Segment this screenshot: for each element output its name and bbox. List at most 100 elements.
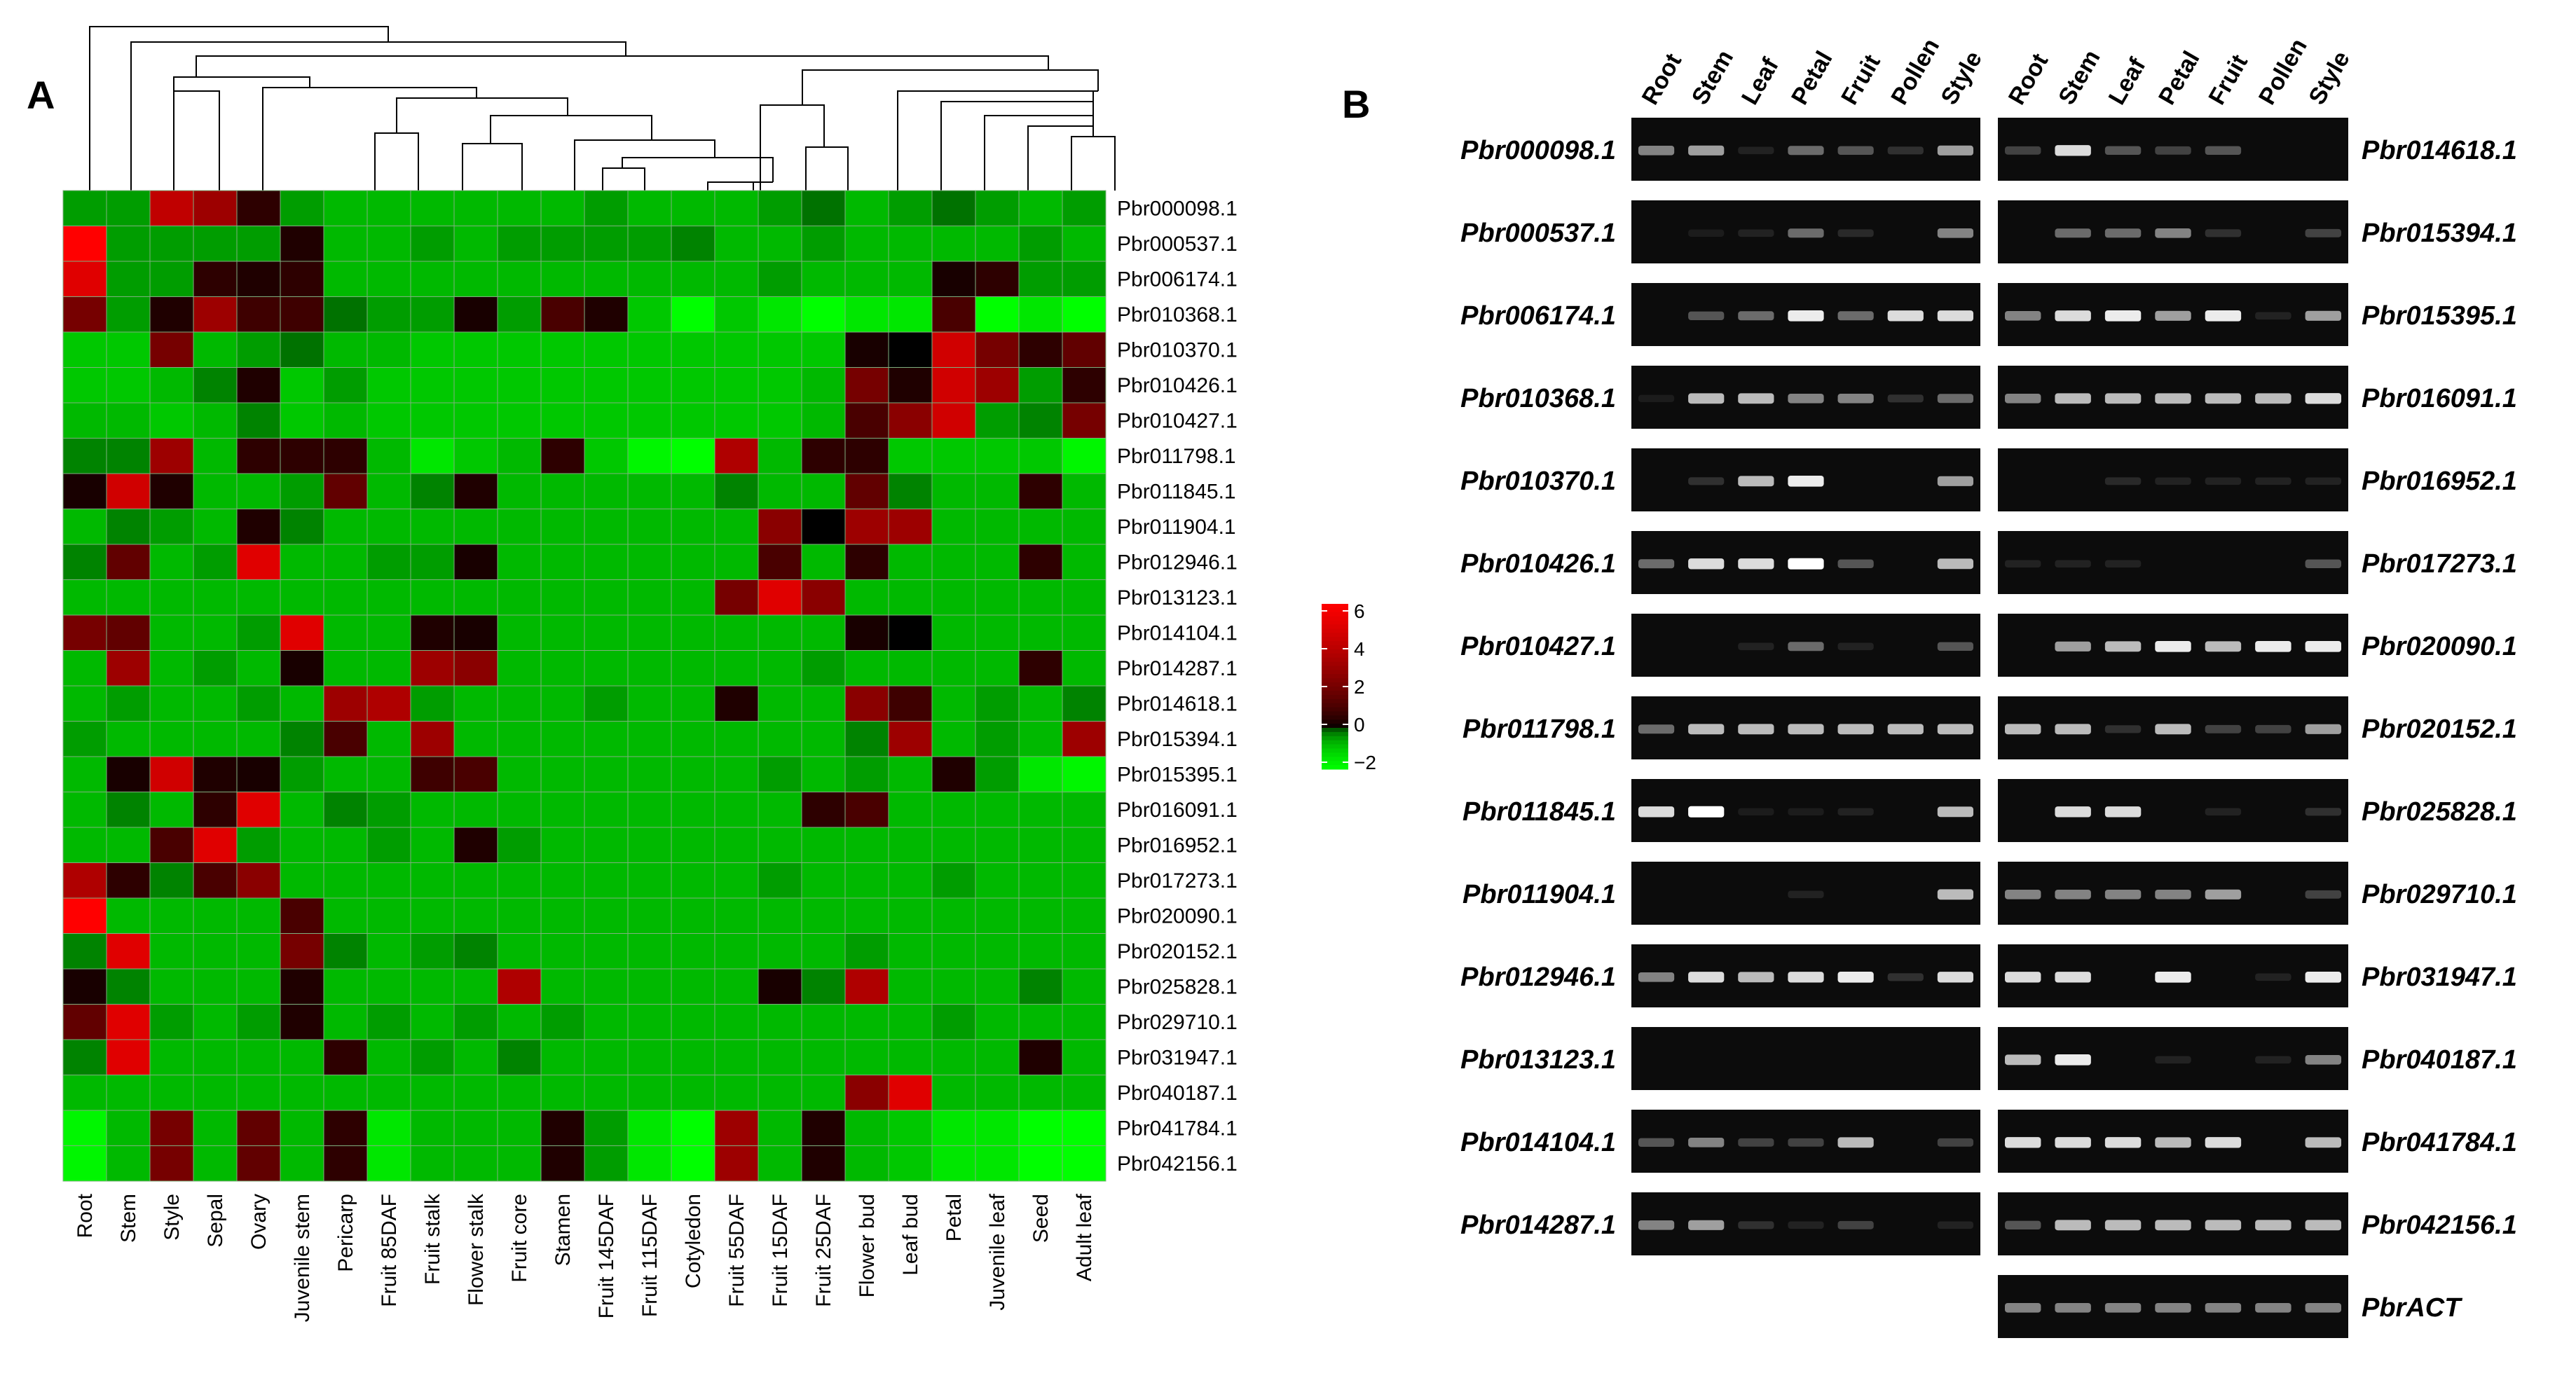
- heatmap-cell: [149, 1145, 194, 1182]
- heatmap-cell: [410, 685, 455, 722]
- heatmap-cell: [323, 1039, 368, 1075]
- heatmap-cell: [62, 968, 107, 1005]
- heatmap-cell: [931, 402, 976, 439]
- heatmap-cell: [497, 1145, 542, 1182]
- heatmap-cell: [453, 650, 498, 687]
- legend-gradient-step: [1322, 670, 1348, 675]
- row-label: Pbr010427.1: [1117, 409, 1238, 432]
- heatmap-cell: [714, 1110, 759, 1146]
- gel-strip: [1631, 448, 1980, 511]
- heatmap-cell: [758, 650, 802, 687]
- heatmap-cell: [671, 1110, 715, 1146]
- heatmap-cell: [801, 1075, 846, 1111]
- heatmap-cell: [1018, 614, 1063, 651]
- heatmap-cell: [280, 226, 324, 262]
- gel-strip: [1631, 118, 1980, 181]
- heatmap-cell: [236, 827, 281, 863]
- gel-band: [2055, 1220, 2091, 1231]
- heatmap-cell: [627, 402, 672, 439]
- heatmap-cell: [193, 685, 238, 722]
- heatmap-cell: [193, 473, 238, 509]
- heatmap-cell: [410, 1110, 455, 1146]
- legend-tick-label: −2: [1354, 752, 1376, 773]
- heatmap-cell: [627, 367, 672, 404]
- legend-gradient-step: [1322, 711, 1348, 716]
- heatmap-cell: [410, 367, 455, 404]
- heatmap-cell: [671, 190, 715, 226]
- heatmap-cell: [1062, 897, 1107, 934]
- heatmap-cell: [671, 509, 715, 545]
- heatmap-cell: [453, 226, 498, 262]
- heatmap-cell: [714, 331, 759, 368]
- gel-band: [2005, 724, 2041, 735]
- heatmap-cell: [931, 756, 976, 792]
- heatmap-cell: [410, 261, 455, 297]
- gel-band: [2305, 640, 2341, 652]
- heatmap-cell: [975, 1075, 1020, 1111]
- gel-band: [2104, 1220, 2142, 1231]
- heatmap-cell: [323, 473, 368, 509]
- heatmap-cell: [236, 367, 281, 404]
- row-label: Pbr017273.1: [1117, 869, 1238, 893]
- heatmap-cell: [62, 756, 107, 792]
- dendro-link: [622, 157, 715, 168]
- heatmap-cell: [410, 1039, 455, 1075]
- heatmap-cell: [106, 367, 151, 404]
- heatmap-cell: [323, 544, 368, 580]
- gel-background: [1631, 862, 1980, 925]
- heatmap-cell: [1062, 862, 1107, 899]
- heatmap-cell: [366, 721, 411, 757]
- heatmap-cell: [801, 721, 846, 757]
- lane-label: Style: [2303, 47, 2355, 109]
- heatmap-cell: [497, 579, 542, 616]
- heatmap-cell: [106, 756, 151, 792]
- heatmap-cell: [236, 1004, 281, 1040]
- heatmap-cell: [714, 226, 759, 262]
- heatmap-cell: [323, 331, 368, 368]
- heatmap-cell: [758, 756, 802, 792]
- heatmap-cell: [193, 331, 238, 368]
- heatmap-cell: [931, 968, 976, 1005]
- heatmap-cell: [366, 367, 411, 404]
- heatmap-cell: [62, 650, 107, 687]
- heatmap-cell: [844, 402, 889, 439]
- heatmap-cell: [149, 968, 194, 1005]
- column-label: Stamen: [551, 1194, 575, 1266]
- heatmap-cell: [280, 579, 324, 616]
- gel-band: [2104, 1303, 2142, 1313]
- heatmap-cell: [497, 190, 542, 226]
- heatmap-cell: [149, 897, 194, 934]
- heatmap-cell: [323, 579, 368, 616]
- heatmap-cell: [193, 862, 238, 899]
- dendro-link: [1048, 69, 1099, 91]
- heatmap-cell: [280, 862, 324, 899]
- heatmap-cell: [366, 650, 411, 687]
- gel-band: [2005, 146, 2041, 155]
- gene-label: Pbr015395.1: [2362, 301, 2517, 331]
- heatmap-cell: [193, 1004, 238, 1040]
- row-label: Pbr010370.1: [1117, 338, 1238, 361]
- heatmap-cell: [627, 685, 672, 722]
- heatmap-cell: [62, 933, 107, 970]
- heatmap-cell: [323, 402, 368, 439]
- gel-band: [1937, 1221, 1974, 1229]
- heatmap-cell: [888, 473, 933, 509]
- heatmap-cell: [801, 968, 846, 1005]
- legend-gradient-step: [1322, 765, 1348, 770]
- heatmap-cell: [975, 1145, 1020, 1182]
- heatmap-cell: [844, 614, 889, 651]
- gel-band: [2005, 890, 2041, 900]
- heatmap-cell: [410, 1145, 455, 1182]
- heatmap-cell: [931, 1039, 976, 1075]
- heatmap-cell: [540, 296, 585, 333]
- heatmap-cell: [236, 438, 281, 474]
- gel-band: [2255, 393, 2291, 404]
- column-label: Pericarp: [334, 1194, 357, 1272]
- heatmap-cell: [366, 933, 411, 970]
- heatmap-cell: [106, 650, 151, 687]
- heatmap-cell: [1018, 1075, 1063, 1111]
- gel-band: [1837, 1220, 1874, 1229]
- heatmap-cell: [323, 933, 368, 970]
- heatmap-cell: [671, 650, 715, 687]
- heatmap-cell: [1018, 933, 1063, 970]
